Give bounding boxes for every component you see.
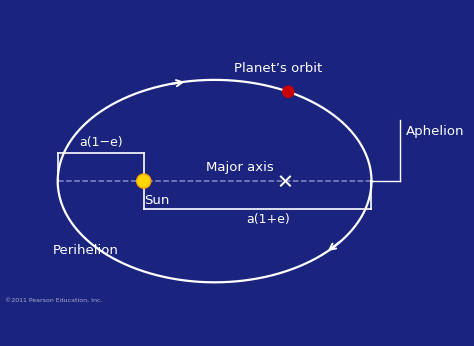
Circle shape <box>137 174 151 188</box>
Text: Major axis: Major axis <box>206 161 274 174</box>
Text: ©2011 Pearson Education, Inc.: ©2011 Pearson Education, Inc. <box>5 298 102 302</box>
Text: a(1−e): a(1−e) <box>79 136 122 149</box>
Text: Perihelion: Perihelion <box>53 244 118 257</box>
Text: Sun: Sun <box>144 194 169 207</box>
Text: a(1+e): a(1+e) <box>246 213 290 227</box>
Text: Planet’s orbit: Planet’s orbit <box>234 62 322 74</box>
Text: Aphelion: Aphelion <box>406 126 465 138</box>
Circle shape <box>283 86 294 97</box>
